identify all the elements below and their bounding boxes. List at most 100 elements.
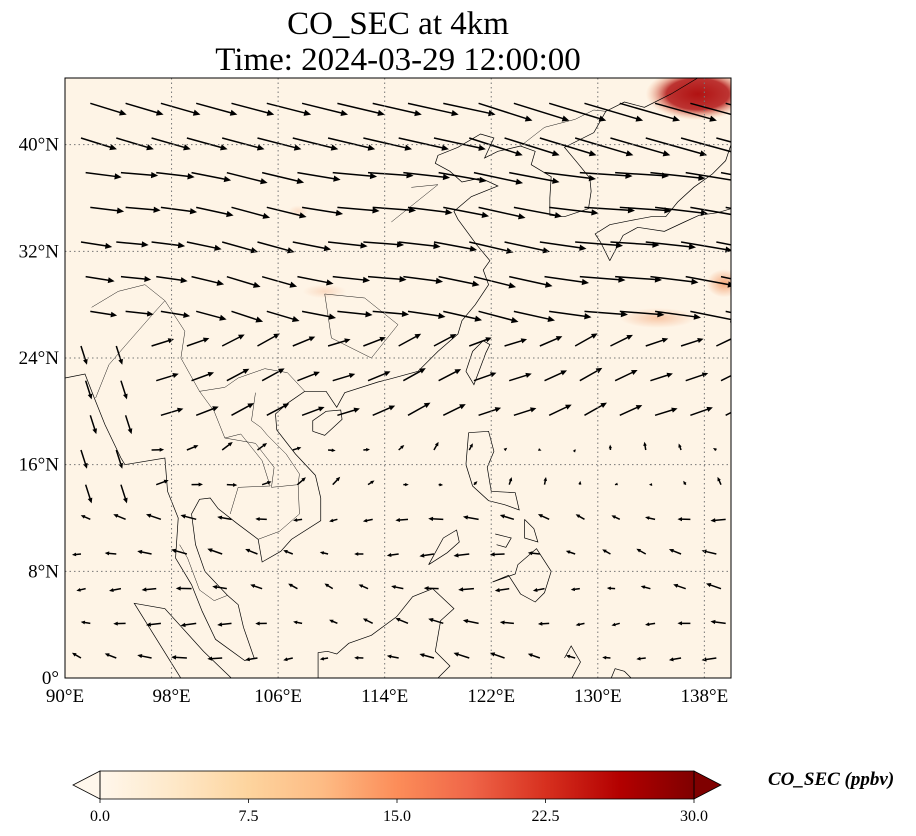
wind-arrowhead — [598, 115, 607, 122]
wind-arrowhead — [282, 403, 290, 409]
wind-arrowhead — [454, 369, 462, 375]
wind-arrow — [115, 345, 123, 362]
wind-arrow — [337, 408, 357, 417]
chart-title-line2: Time: 2024-03-29 12:00:00 — [215, 42, 581, 78]
wind-arrow — [191, 372, 211, 382]
wind-arrow — [367, 171, 410, 177]
wind-arrowhead — [614, 482, 618, 486]
wind-arrowhead — [462, 515, 469, 520]
plot-frame — [64, 77, 732, 679]
wind-arrowhead — [232, 483, 238, 487]
wind-arrowhead — [635, 405, 643, 411]
wind-arrowhead — [367, 144, 376, 151]
wind-arrow — [403, 171, 446, 179]
wind-arrow — [438, 275, 476, 286]
wind-arrowhead — [219, 314, 227, 321]
wind-arrowhead — [506, 247, 514, 254]
wind-arrowhead — [423, 402, 431, 409]
wind-arrow — [125, 206, 157, 211]
wind-arrow — [148, 514, 162, 521]
wind-arrowhead — [227, 441, 233, 447]
wind-arrowhead — [615, 242, 624, 249]
wind-arrowhead — [287, 247, 295, 254]
wind-arrowhead — [735, 178, 742, 184]
wind-arrow — [120, 484, 127, 501]
wind-arrowhead — [391, 585, 396, 590]
wind-arrowhead — [435, 277, 444, 285]
wind-arrowhead — [207, 656, 213, 661]
wind-arrowhead — [699, 150, 708, 157]
wind-arrowhead — [354, 552, 359, 556]
wind-arrow — [139, 654, 152, 659]
wind-arrowhead — [255, 517, 260, 522]
wind-arrow — [261, 171, 301, 183]
wind-arrowhead — [588, 174, 597, 182]
wind-arrowhead — [579, 244, 587, 251]
wind-arrow — [160, 206, 194, 213]
wind-arrowhead — [141, 241, 149, 248]
wind-arrowhead — [441, 144, 449, 151]
wind-arrow — [433, 241, 474, 251]
wind-arrow — [363, 241, 400, 246]
wind-arrowhead — [110, 311, 118, 318]
wind-arrowhead — [600, 402, 607, 408]
wind-arrow — [89, 415, 97, 432]
wind-arrowhead — [581, 278, 590, 286]
wind-arrowhead — [710, 619, 716, 625]
wind-arrow — [116, 137, 151, 149]
lon-tick-label: 90°E — [46, 686, 84, 707]
wind-arrowhead — [645, 516, 650, 520]
wind-arrow — [186, 338, 207, 347]
wind-arrowhead — [602, 655, 607, 660]
wind-arrowhead — [742, 404, 749, 409]
wind-arrowhead — [252, 281, 261, 288]
wind-arrowhead — [575, 622, 581, 627]
wind-arrow — [363, 337, 383, 347]
wind-arrowhead — [732, 335, 739, 340]
wind-arrow — [116, 241, 145, 246]
wind-arrowhead — [217, 622, 223, 627]
wind-arrowhead — [396, 241, 405, 248]
wind-arrowhead — [532, 588, 538, 592]
wind-arrow — [716, 137, 731, 143]
wind-arrow — [337, 102, 381, 115]
wind-arrowhead — [395, 517, 401, 523]
wind-arrow — [725, 310, 731, 314]
wind-arrowhead — [80, 620, 86, 625]
border-line — [324, 293, 399, 359]
colorbar-tick-label: 30.0 — [680, 808, 708, 825]
wind-arrowhead — [335, 476, 341, 482]
wind-arrowhead — [324, 583, 330, 588]
wind-arrow — [139, 550, 152, 555]
map-plot: 90°E 98°E 106°E 114°E 122°E 130°E 138°E 0° 8°N 16… — [19, 77, 749, 707]
wind-arrow — [504, 241, 547, 252]
wind-arrowhead — [620, 310, 628, 318]
wind-arrowhead — [527, 551, 533, 556]
wind-arrow — [327, 339, 348, 347]
wind-arrowhead — [662, 150, 671, 157]
wind-arrowhead — [537, 621, 543, 626]
wind-arrow — [367, 275, 403, 281]
coastline — [594, 144, 731, 261]
wind-arrowhead — [677, 517, 683, 522]
wind-arrow — [725, 102, 731, 106]
wind-arrow — [297, 171, 337, 180]
wind-arrow — [84, 484, 92, 501]
wind-arrow — [80, 449, 87, 466]
wind-arrowhead — [636, 656, 641, 661]
wind-arrow — [257, 334, 278, 347]
wind-arrow — [584, 403, 605, 416]
wind-arrow — [539, 241, 583, 249]
wind-arrow — [90, 102, 123, 115]
coastline — [465, 430, 520, 511]
wind-arrow — [120, 380, 127, 397]
wind-arrowhead — [333, 175, 341, 182]
wind-arrowhead — [127, 428, 133, 435]
wind-arrow — [713, 620, 726, 625]
wind-arrowhead — [245, 657, 250, 662]
wind-arrow — [610, 137, 667, 155]
wind-arrow — [704, 657, 717, 661]
wind-arrow — [473, 275, 513, 287]
wind-arrowhead — [330, 144, 339, 151]
wind-arrow — [654, 102, 714, 121]
